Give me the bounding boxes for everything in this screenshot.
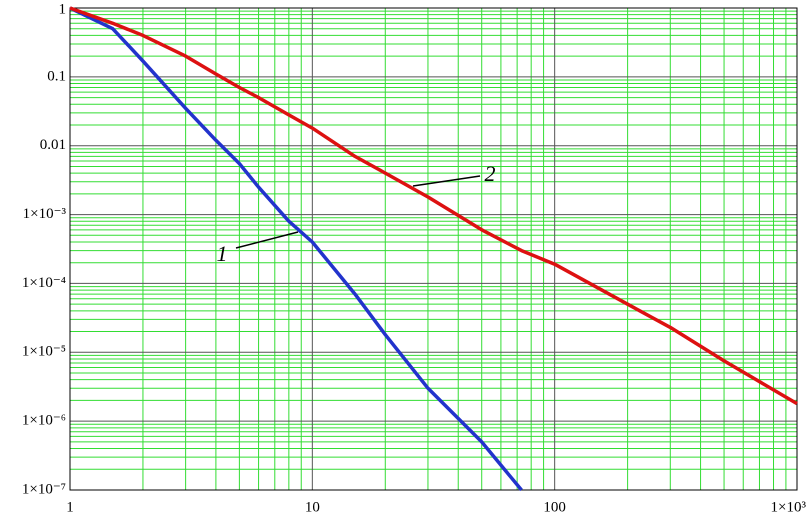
leader-line <box>235 231 299 249</box>
annotation: 1 <box>217 241 228 266</box>
y-tick-label: 1×10⁻³ <box>23 206 67 222</box>
y-tick-label: 0.1 <box>47 68 66 84</box>
x-tick-label: 1 <box>66 499 74 515</box>
y-tick-label: 1 <box>59 1 67 17</box>
y-tick-label: 1×10⁻⁵ <box>22 344 66 360</box>
y-tick-label: 1×10⁻⁴ <box>22 275 66 291</box>
leader-line <box>412 175 481 187</box>
x-tick-label: 10 <box>305 499 320 515</box>
x-tick-label: 1×10³ <box>771 499 807 515</box>
y-tick-label: 1×10⁻⁶ <box>22 413 66 429</box>
y-tick-label: 0.01 <box>40 137 66 153</box>
annotation: 2 <box>485 161 496 186</box>
x-tick-label: 100 <box>543 499 566 515</box>
series-line <box>69 6 798 406</box>
series-line <box>69 6 523 492</box>
plot-frame <box>69 7 798 491</box>
y-tick-label: 1×10⁻⁷ <box>22 481 66 497</box>
